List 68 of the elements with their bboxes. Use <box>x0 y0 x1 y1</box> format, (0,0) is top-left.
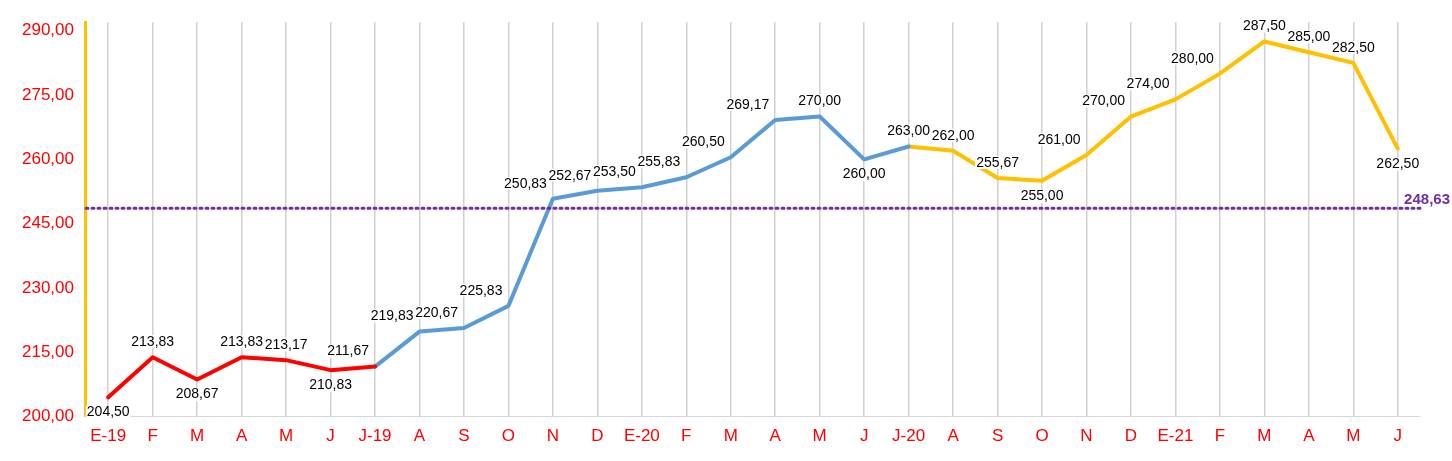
data-label: 274,00 <box>1126 75 1170 92</box>
x-tick-label: M <box>190 426 205 446</box>
x-tick-label: A <box>947 426 960 446</box>
data-label: 285,00 <box>1287 28 1331 45</box>
data-label: 262,50 <box>1376 154 1420 171</box>
y-tick-label: 215,00 <box>22 341 74 361</box>
data-label: 220,67 <box>415 303 459 320</box>
x-tick-label: A <box>769 426 782 446</box>
y-tick-label: 245,00 <box>22 213 74 233</box>
y-tick-label: 200,00 <box>22 406 74 426</box>
data-label: 250,83 <box>504 174 548 191</box>
data-label: 263,00 <box>887 122 931 139</box>
y-tick-label: 275,00 <box>22 84 74 104</box>
y-tick-label: 290,00 <box>22 20 74 40</box>
data-label: 270,00 <box>798 92 842 109</box>
data-label: 287,50 <box>1242 17 1286 34</box>
ref-line-label: 248,63 <box>1404 189 1450 207</box>
x-tick-label: A <box>235 426 248 446</box>
data-label: 262,00 <box>931 126 975 143</box>
data-label: 270,00 <box>1082 92 1126 109</box>
data-label: 213,83 <box>220 333 264 350</box>
data-label: 210,83 <box>309 376 353 393</box>
x-tick-label: J <box>859 426 869 446</box>
data-label: 255,00 <box>1020 186 1064 203</box>
x-tick-label: M <box>723 426 738 446</box>
y-tick-label: 260,00 <box>22 149 74 169</box>
x-tick-label: E-21 <box>1157 426 1194 446</box>
data-label: 219,83 <box>370 307 414 324</box>
data-label: 253,50 <box>593 163 637 180</box>
x-tick-label: S <box>458 426 470 446</box>
x-tick-label: M <box>1257 426 1272 446</box>
x-tick-label: D <box>1124 426 1138 446</box>
data-label: 260,00 <box>842 165 886 182</box>
x-tick-label: E-19 <box>90 426 127 446</box>
data-label: 280,00 <box>1171 49 1215 66</box>
data-label: 252,67 <box>548 166 592 183</box>
data-label: 255,67 <box>976 153 1020 170</box>
x-tick-label: F <box>147 426 158 446</box>
x-tick-label: A <box>413 426 426 446</box>
data-label: 261,00 <box>1037 130 1081 147</box>
x-tick-label: O <box>501 426 516 446</box>
x-tick-label: J-19 <box>358 426 392 446</box>
data-label: 213,83 <box>131 333 175 350</box>
data-label: 225,83 <box>459 281 503 298</box>
x-tick-label: D <box>591 426 604 446</box>
data-label: 204,50 <box>86 403 130 420</box>
data-label: 282,50 <box>1331 38 1375 55</box>
data-label: 260,50 <box>681 133 725 150</box>
x-tick-label: F <box>681 426 692 446</box>
data-label: 255,83 <box>637 153 681 170</box>
x-tick-label: J-20 <box>892 426 926 446</box>
data-label: 269,17 <box>726 95 770 112</box>
data-label: 213,17 <box>264 336 308 352</box>
x-tick-label: A <box>1303 426 1316 446</box>
x-tick-label: N <box>546 426 560 446</box>
y-tick-label: 230,00 <box>22 277 74 297</box>
x-tick-label: S <box>991 426 1004 446</box>
data-label: 208,67 <box>175 385 219 402</box>
x-tick-label: J <box>326 426 335 446</box>
x-tick-label: N <box>1080 426 1093 446</box>
x-tick-label: J <box>1393 426 1403 446</box>
data-label: 211,67 <box>327 342 370 359</box>
x-tick-label: M <box>812 426 827 446</box>
x-tick-label: M <box>279 426 294 446</box>
x-tick-label: M <box>1346 426 1361 446</box>
x-tick-label: E-20 <box>623 426 660 446</box>
x-tick-label: F <box>1214 426 1226 446</box>
x-tick-label: O <box>1035 426 1049 446</box>
